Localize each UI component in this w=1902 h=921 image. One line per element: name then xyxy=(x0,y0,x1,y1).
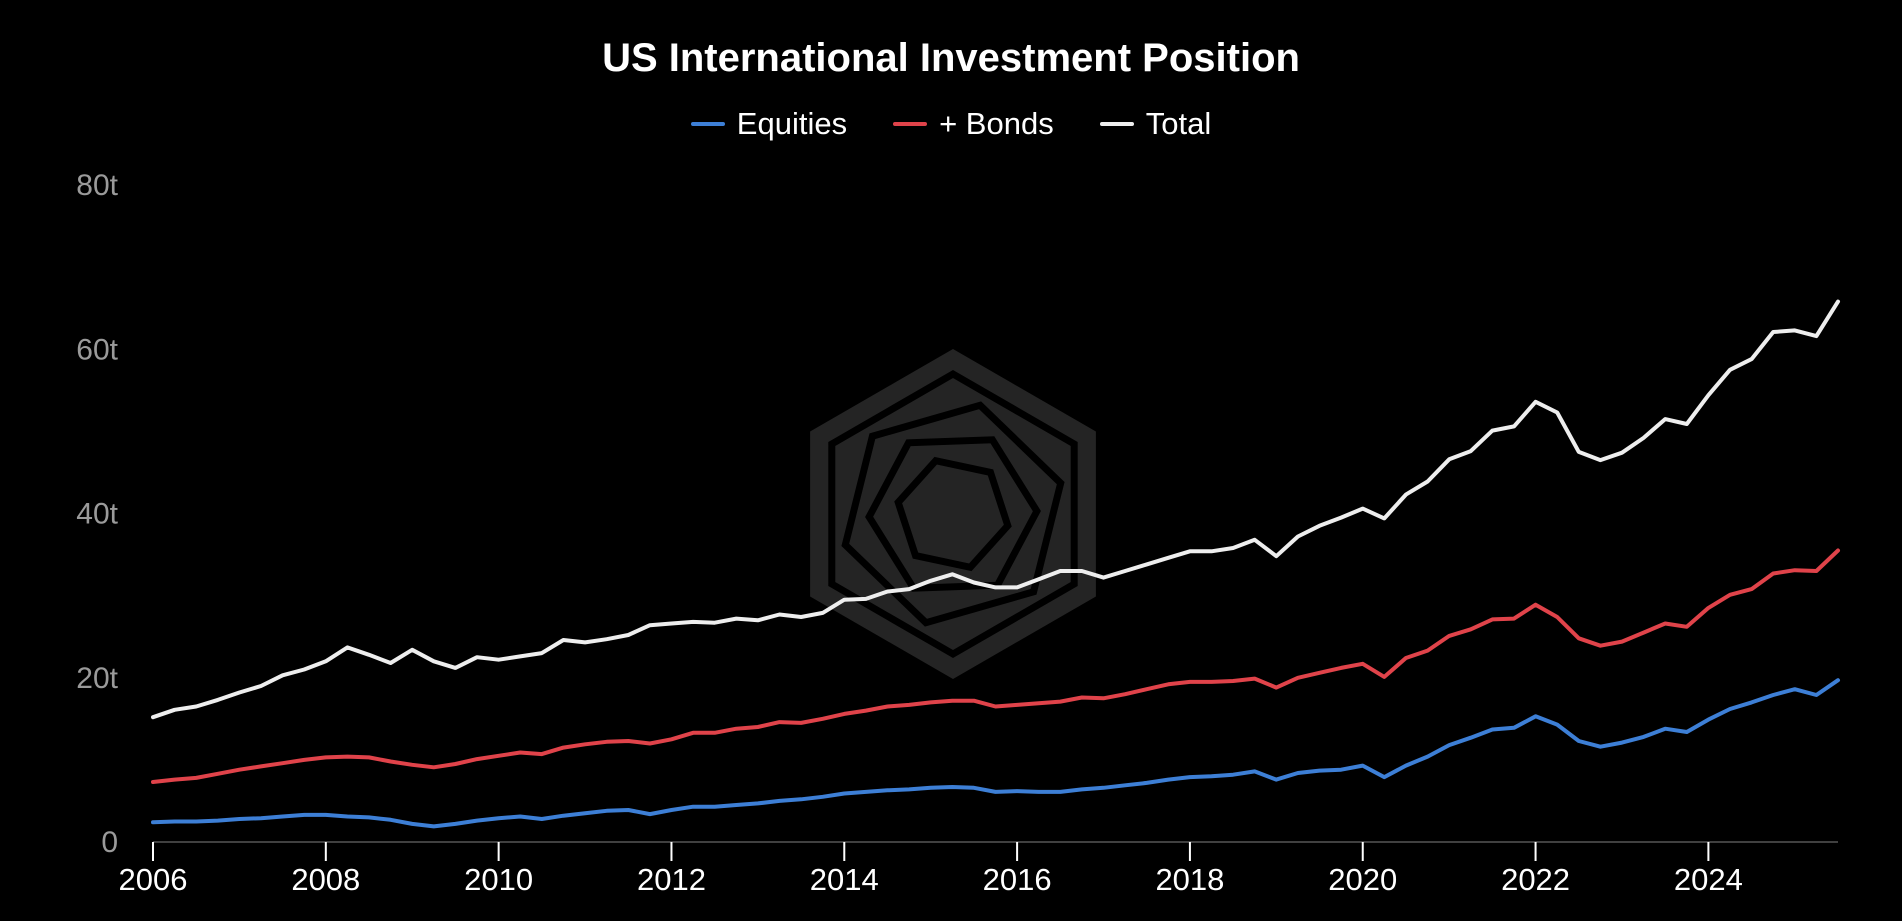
y-tick-label: 60t xyxy=(76,333,118,366)
x-tick-label: 2010 xyxy=(464,862,533,897)
x-tick-label: 2020 xyxy=(1328,862,1397,897)
legend-item-bonds[interactable]: + Bonds xyxy=(893,106,1054,142)
y-tick-label: 80t xyxy=(76,169,118,202)
x-tick-label: 2008 xyxy=(291,862,360,897)
x-tick-label: 2022 xyxy=(1501,862,1570,897)
y-tick-label: 20t xyxy=(76,662,118,695)
y-axis: 0 20t 40t 60t 80t xyxy=(76,169,118,859)
legend-item-total[interactable]: Total xyxy=(1099,106,1212,142)
legend-label-bonds: + Bonds xyxy=(939,106,1054,141)
x-tick-label: 2006 xyxy=(119,862,188,897)
y-tick-label: 0 xyxy=(101,826,118,859)
legend-item-equities[interactable]: Equities xyxy=(690,106,848,142)
watermark-hexagon xyxy=(810,349,1096,679)
x-tick-label: 2018 xyxy=(1155,862,1224,897)
legend-swatch-bonds xyxy=(893,122,928,126)
x-axis: 2006 2008 2010 2012 2014 2016 2018 2020 2022 2024 xyxy=(119,841,1838,897)
series-line-bonds xyxy=(151,548,1840,784)
series-layer xyxy=(151,299,1840,829)
x-tick-label: 2014 xyxy=(810,862,879,897)
chart-title: US International Investment Position xyxy=(602,36,1300,80)
x-tick-label: 2012 xyxy=(637,862,706,897)
watermark-ring xyxy=(841,401,1065,627)
chart-legend: Equities + Bonds Total xyxy=(0,106,1902,142)
y-tick-label: 40t xyxy=(76,498,118,531)
series-line-total xyxy=(151,299,1840,720)
series-line-equities xyxy=(151,678,1840,829)
legend-swatch-equities xyxy=(690,122,725,126)
watermark-logo xyxy=(810,349,1096,679)
series-equities xyxy=(151,678,1840,829)
legend-label-total: Total xyxy=(1145,106,1212,141)
legend-label-equities: Equities xyxy=(736,106,848,141)
x-tick-label: 2024 xyxy=(1674,862,1743,897)
series-bonds xyxy=(151,548,1840,784)
watermark-ring xyxy=(828,369,1078,659)
series-total xyxy=(151,299,1840,720)
x-tick-label: 2016 xyxy=(983,862,1052,897)
watermark-ring xyxy=(894,456,1012,572)
legend-swatch-total xyxy=(1099,122,1134,126)
